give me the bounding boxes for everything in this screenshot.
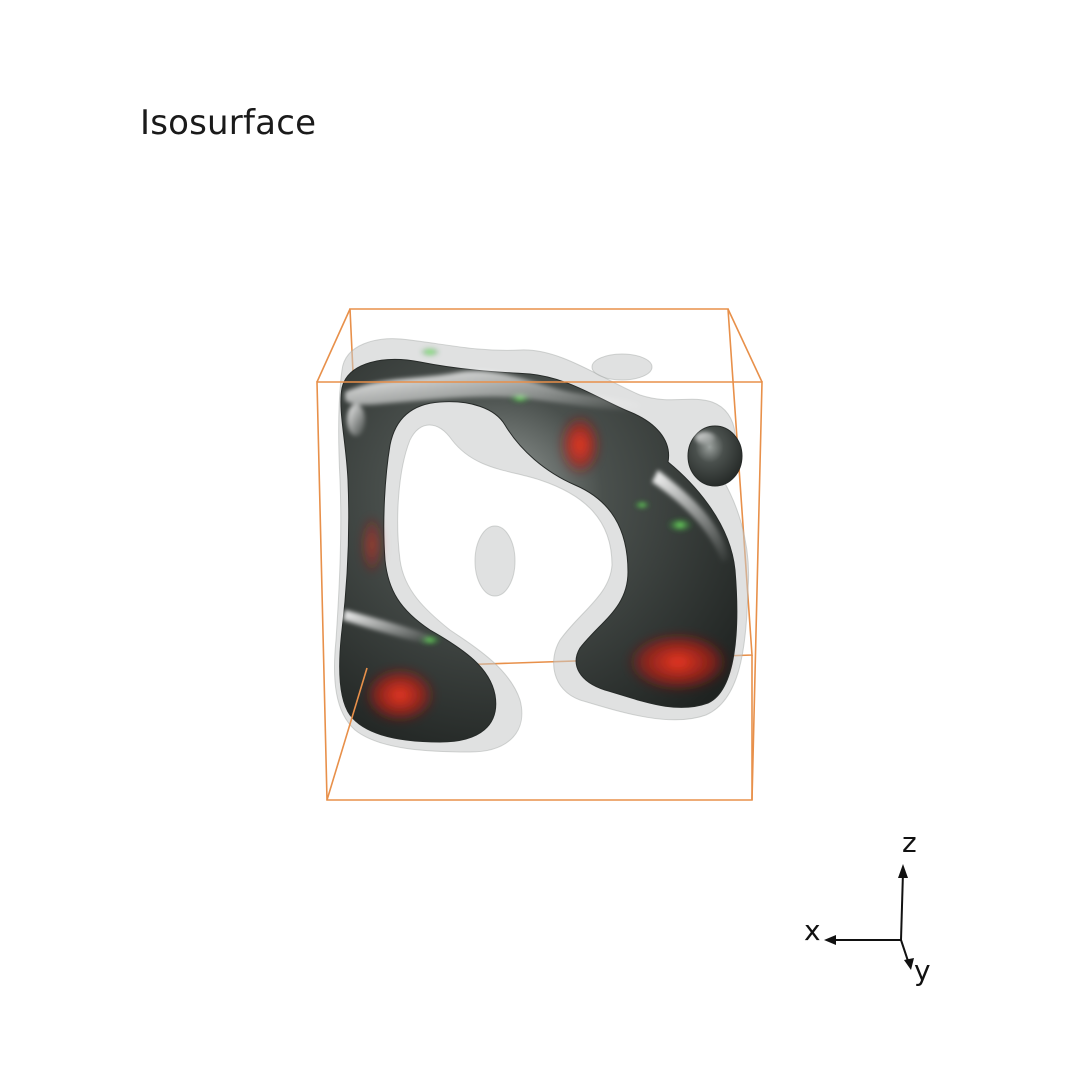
green-glint-mid-right — [633, 500, 651, 510]
shine-left-column — [347, 404, 365, 436]
shine-top-band — [345, 370, 640, 412]
bounding-box-edge-tl — [316, 308, 351, 383]
bounding-box-edge-tr — [727, 308, 763, 383]
red-highlights — [362, 415, 730, 723]
shine-right-arm — [652, 470, 730, 562]
isosurface-outer-blob-top — [591, 353, 653, 381]
bounding-box-front — [316, 308, 763, 801]
red-glow-upper-middle — [560, 415, 600, 475]
isosurface-outer-blob-center — [474, 525, 516, 597]
green-glint-top-left — [420, 347, 440, 357]
orientation-axes: z x y — [804, 826, 931, 987]
z-axis-label: z — [902, 826, 917, 859]
y-axis-arrow — [904, 958, 914, 970]
bounding-box-edge-bl — [326, 667, 368, 801]
specular-highlights — [343, 370, 730, 644]
red-glow-lower-left — [364, 667, 436, 723]
y-axis-label: y — [914, 954, 931, 987]
red-glow-lower-right — [626, 632, 730, 692]
red-glow-left-column — [362, 515, 382, 575]
z-axis-arrow — [898, 864, 908, 878]
green-glint-right — [666, 517, 694, 533]
x-axis-arrow — [824, 935, 836, 945]
isosurface-inner-blob-right — [687, 425, 743, 487]
shine-lower-left — [343, 610, 430, 644]
z-axis-line — [900, 871, 904, 941]
plot-title: Isosurface — [140, 103, 317, 143]
x-axis-label: x — [804, 914, 821, 947]
shine-right-blob — [695, 432, 715, 444]
